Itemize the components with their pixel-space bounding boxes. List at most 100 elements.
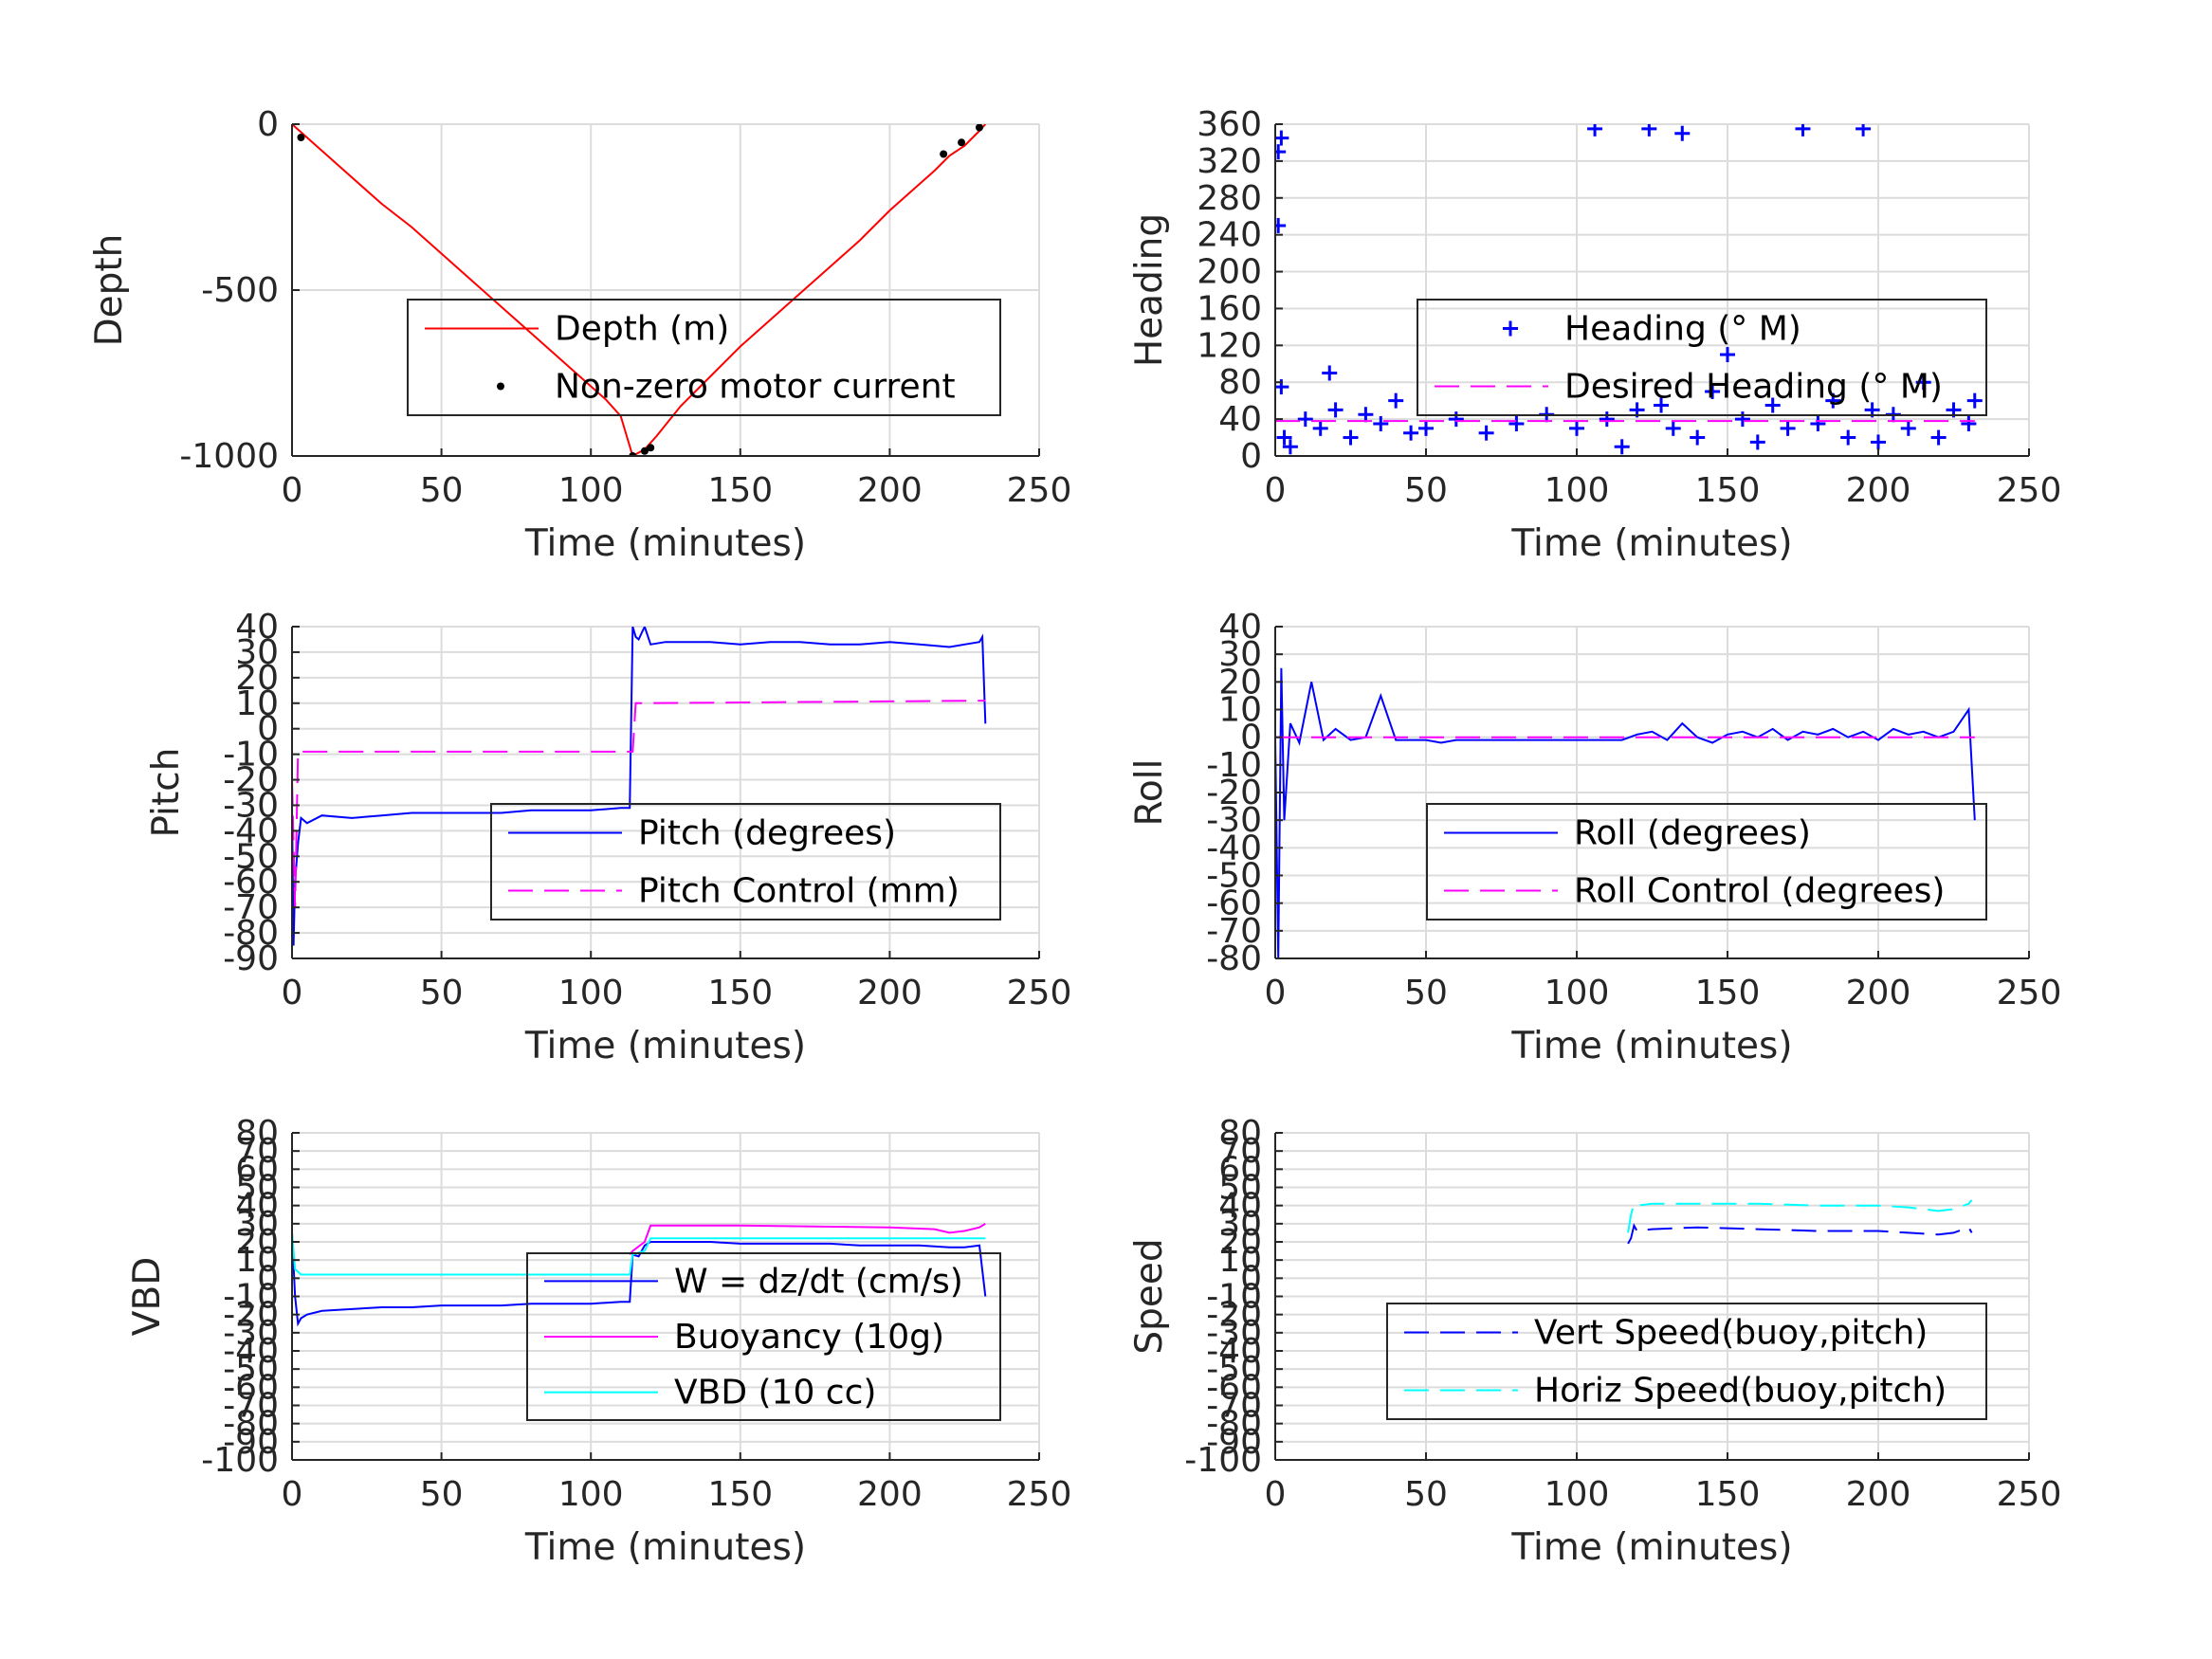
series-heading-m-marker [1654,397,1670,413]
legend: Heading (° M) Desired Heading (° M) [1417,299,1987,416]
legend-label: Pitch Control (mm) [638,872,960,911]
x-tick-label: 0 [1265,471,1287,510]
y-tick-label: 0 [257,105,279,144]
y-tick-label: -80 [223,914,279,953]
y-tick-label: 50 [235,1169,279,1208]
plot-area [292,124,987,456]
x-tick-label: 200 [1846,471,1911,510]
x-tick-label: 150 [1695,1475,1761,1514]
y-tick-label: 0 [257,710,279,749]
y-tick-label: -40 [1206,1332,1262,1371]
y-axis-label: Speed [1128,1238,1171,1354]
x-axis-label: Time (minutes) [1510,1526,1792,1569]
series-heading-m-marker [1795,124,1811,137]
legend-box [526,1252,1001,1421]
series-non-zero-motor-current-point [975,124,983,132]
y-tick-label: 360 [1197,105,1262,144]
y-tick-label: 240 [1197,216,1262,255]
x-tick-label: 250 [1007,974,1072,1012]
y-tick-label: 50 [1218,1169,1262,1208]
legend-label: VBD (10 cc) [674,1374,876,1413]
series-heading-m-marker [1674,125,1691,141]
x-axis-label: Time (minutes) [1510,1025,1792,1067]
y-tick-label: 10 [1218,691,1262,730]
y-tick-label: -50 [1206,857,1262,896]
series-heading-m-marker [1587,124,1603,137]
series-non-zero-motor-current-point [940,150,948,158]
x-tick-label: 0 [282,974,303,1012]
x-tick-label: 0 [282,1475,303,1514]
y-tick-label: 60 [235,1150,279,1189]
x-tick-label: 100 [558,471,624,510]
x-tick-label: 200 [857,1475,923,1514]
y-tick-label: -60 [223,863,279,902]
legend-label: Pitch (degrees) [638,814,896,853]
series-heading-m-marker [1312,420,1328,436]
series-vbd-10-cc-line [292,1232,986,1276]
x-tick-label: 250 [1997,1475,2062,1514]
x-axis-label: Time (minutes) [1510,522,1792,565]
y-tick-label: -50 [1206,1350,1262,1389]
legend-label: Heading (° M) [1564,310,1801,349]
legend-label: Desired Heading (° M) [1564,368,1943,407]
chart-pitch: 0 50 100 150 200 250403020100-10-20-30-40-50-… [145,608,1071,1067]
series-heading-m-marker [1810,415,1826,431]
x-tick-label: 200 [857,974,923,1012]
x-tick-label: 50 [420,1475,464,1514]
series-pitch-control-mm-line [292,700,986,908]
x-tick-label: 200 [1846,1475,1911,1514]
legend-label: Vert Speed(buoy,pitch) [1534,1314,1928,1353]
series-heading-m-marker [1966,392,1983,409]
y-tick-label: -20 [223,761,279,800]
series-heading-m-marker [1275,130,1289,146]
y-axis-label: Depth [88,234,131,347]
series-heading-m-marker [1764,397,1781,413]
y-tick-label: 320 [1197,142,1262,181]
y-tick-label: 60 [1218,1150,1262,1189]
x-tick-label: 250 [1997,974,2062,1012]
series-heading-m-marker [1840,429,1856,446]
series-heading-m-marker [1275,144,1287,160]
x-tick-label: 0 [282,471,303,510]
y-tick-label: 200 [1197,253,1262,292]
series-heading-m-marker [1915,374,1931,391]
y-tick-label: 70 [1218,1132,1262,1171]
x-tick-label: 50 [1404,1475,1448,1514]
plot-area [292,1222,987,1327]
y-tick-label: -50 [223,1350,279,1389]
plot-area [1627,1199,1973,1245]
legend-label: W = dz/dt (cm/s) [674,1262,963,1301]
y-tick-label: -40 [223,811,279,850]
y-tick-label: -20 [1206,774,1262,812]
y-tick-label: 20 [235,1223,279,1262]
x-tick-label: 200 [1846,974,1911,1012]
x-tick-label: 200 [857,471,923,510]
y-tick-label: -70 [1206,912,1262,951]
y-tick-label: -40 [1206,829,1262,867]
y-tick-label: -100 [201,1441,279,1480]
x-tick-label: 50 [1404,471,1448,510]
series-heading-m-marker [1403,425,1419,441]
series-non-zero-motor-current-point [640,447,649,455]
y-tick-label: -60 [223,1368,279,1407]
y-tick-label: 20 [235,659,279,698]
y-tick-label: 10 [1218,1241,1262,1280]
series-heading-m-marker [1373,415,1389,431]
series-heading-m-marker [1856,124,1872,137]
y-tick-label: -500 [201,271,279,310]
series-heading-m-marker [1282,439,1298,455]
series-heading-m-marker [1358,407,1374,423]
series-heading-m-marker [1343,429,1359,446]
series-heading-m-marker [1641,124,1657,137]
chart-vbd: 0 50 100 150 200 25080706050403020100-10-20-3… [126,1114,1071,1569]
legend-box [1417,299,1987,416]
y-tick-label: 70 [235,1132,279,1171]
series-roll-degrees-line [1275,667,1976,958]
x-tick-label: 50 [1404,974,1448,1012]
y-tick-label: 30 [235,1205,279,1244]
legend-label: Roll (degrees) [1574,814,1811,853]
y-tick-label: -40 [223,1332,279,1371]
legend-label: Depth (m) [555,310,729,349]
series-heading-m-marker [1569,420,1584,436]
